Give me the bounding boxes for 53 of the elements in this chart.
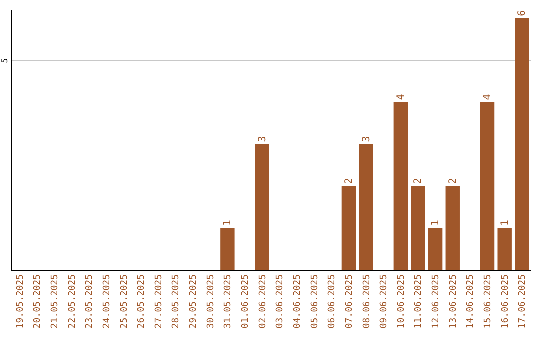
bar	[255, 144, 270, 270]
bar	[411, 186, 426, 270]
data-label: 2	[413, 178, 424, 184]
y-tick-label: 5	[0, 58, 10, 64]
x-tick-label: 13.06.2025	[448, 274, 459, 329]
data-label: 3	[257, 136, 268, 142]
x-tick-label: 03.06.2025	[276, 274, 286, 329]
x-tick-label: 06.06.2025	[328, 274, 338, 329]
bar	[220, 228, 235, 270]
data-label: 2	[344, 178, 355, 184]
bar	[428, 228, 443, 270]
data-label: 1	[430, 220, 442, 226]
x-tick-label: 12.06.2025	[432, 274, 442, 329]
x-tick-label: 22.05.2025	[68, 274, 78, 329]
x-tick-label: 28.05.2025	[172, 274, 182, 329]
x-tick-label: 08.06.2025	[362, 274, 372, 329]
data-label: 1	[500, 220, 511, 226]
data-label: 6	[517, 10, 528, 16]
bar	[359, 144, 374, 270]
x-tick-label: 29.05.2025	[189, 274, 200, 329]
data-label: 4	[396, 94, 407, 100]
x-tick-label: 16.06.2025	[500, 274, 511, 329]
bar	[480, 102, 495, 270]
x-tick-label: 02.06.2025	[258, 274, 268, 329]
x-tick-label: 20.05.2025	[33, 274, 44, 329]
x-tick-label: 10.06.2025	[396, 274, 407, 329]
x-tick-label: 15.06.2025	[484, 274, 494, 329]
x-tick-label: 04.06.2025	[292, 274, 303, 329]
x-tick-label: 19.05.2025	[16, 274, 26, 329]
x-tick-label: 23.05.2025	[85, 274, 96, 329]
bar	[515, 18, 530, 270]
x-tick-label: 30.05.2025	[206, 274, 216, 329]
data-label: 1	[222, 220, 234, 226]
x-tick-label: 25.05.2025	[120, 274, 130, 329]
x-tick-label: 27.05.2025	[154, 274, 164, 329]
x-tick-label: 24.05.2025	[102, 274, 112, 329]
x-tick-label: 11.06.2025	[414, 274, 424, 329]
x-tick-label: 01.06.2025	[241, 274, 252, 329]
x-tick-label: 31.05.2025	[224, 274, 234, 329]
x-tick-label: 05.06.2025	[310, 274, 320, 329]
data-label: 3	[361, 136, 372, 142]
bar	[342, 186, 356, 270]
x-tick-label: 07.06.2025	[344, 274, 355, 329]
data-label: 4	[482, 94, 494, 100]
bar	[394, 102, 408, 270]
x-tick-label: 21.05.2025	[50, 274, 60, 329]
x-tick-label: 17.06.2025	[518, 274, 528, 329]
x-tick-label: 26.05.2025	[137, 274, 148, 329]
x-tick-label: 09.06.2025	[380, 274, 390, 329]
x-tick-label: 14.06.2025	[466, 274, 476, 329]
bar	[498, 228, 512, 270]
data-label: 2	[448, 178, 459, 184]
bar	[446, 186, 460, 270]
